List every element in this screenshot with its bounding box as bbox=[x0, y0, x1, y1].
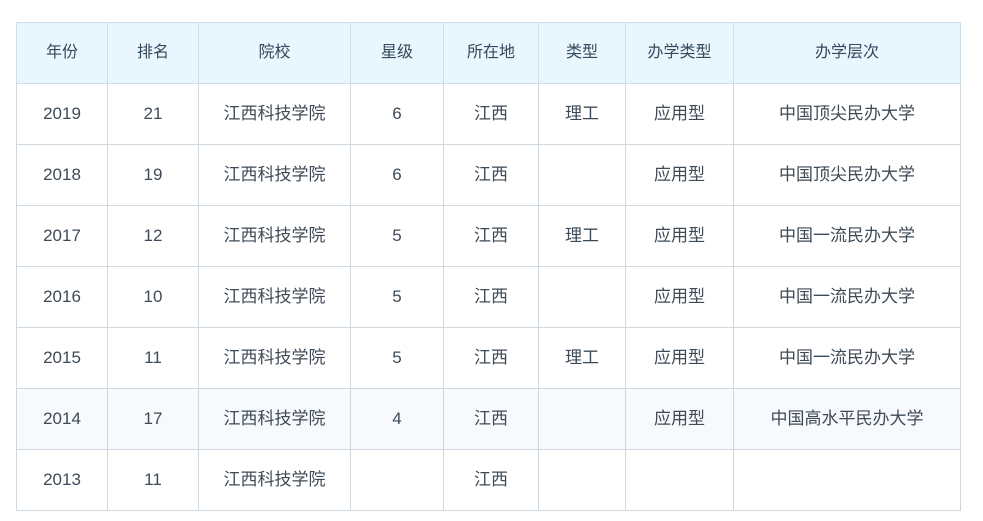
cell-rank: 21 bbox=[107, 83, 199, 145]
cell-year: 2017 bbox=[16, 205, 108, 267]
cell-location: 江西 bbox=[443, 388, 539, 450]
cell-location: 江西 bbox=[443, 205, 539, 267]
cell-run-level: 中国高水平民办大学 bbox=[733, 388, 961, 450]
cell-school: 江西科技学院 bbox=[198, 388, 351, 450]
cell-run-type bbox=[625, 449, 734, 511]
cell-location: 江西 bbox=[443, 449, 539, 511]
ranking-table-container: 年份 排名 院校 星级 所在地 类型 办学类型 办学层次 2019 21 江西科… bbox=[16, 22, 961, 511]
cell-rank: 12 bbox=[107, 205, 199, 267]
cell-run-level: 中国顶尖民办大学 bbox=[733, 144, 961, 206]
column-header-school[interactable]: 院校 bbox=[198, 22, 351, 84]
column-header-location[interactable]: 所在地 bbox=[443, 22, 539, 84]
cell-type bbox=[538, 388, 626, 450]
cell-run-level: 中国一流民办大学 bbox=[733, 205, 961, 267]
column-header-run-level[interactable]: 办学层次 bbox=[733, 22, 961, 84]
cell-year: 2013 bbox=[16, 449, 108, 511]
table-header-row: 年份 排名 院校 星级 所在地 类型 办学类型 办学层次 bbox=[16, 22, 961, 84]
column-header-year[interactable]: 年份 bbox=[16, 22, 108, 84]
cell-run-type: 应用型 bbox=[625, 327, 734, 389]
cell-star: 5 bbox=[350, 266, 444, 328]
cell-rank: 11 bbox=[107, 327, 199, 389]
table-row: 2015 11 江西科技学院 5 江西 理工 应用型 中国一流民办大学 bbox=[16, 327, 961, 389]
cell-star: 5 bbox=[350, 327, 444, 389]
cell-location: 江西 bbox=[443, 266, 539, 328]
cell-rank: 11 bbox=[107, 449, 199, 511]
cell-star bbox=[350, 449, 444, 511]
table-body: 2019 21 江西科技学院 6 江西 理工 应用型 中国顶尖民办大学 2018… bbox=[16, 83, 961, 511]
cell-star: 5 bbox=[350, 205, 444, 267]
cell-rank: 10 bbox=[107, 266, 199, 328]
ranking-table: 年份 排名 院校 星级 所在地 类型 办学类型 办学层次 2019 21 江西科… bbox=[16, 22, 961, 511]
table-header: 年份 排名 院校 星级 所在地 类型 办学类型 办学层次 bbox=[16, 22, 961, 84]
column-header-rank[interactable]: 排名 bbox=[107, 22, 199, 84]
column-header-type[interactable]: 类型 bbox=[538, 22, 626, 84]
cell-star: 6 bbox=[350, 83, 444, 145]
cell-school: 江西科技学院 bbox=[198, 144, 351, 206]
cell-run-type: 应用型 bbox=[625, 266, 734, 328]
cell-school: 江西科技学院 bbox=[198, 449, 351, 511]
table-row: 2018 19 江西科技学院 6 江西 应用型 中国顶尖民办大学 bbox=[16, 144, 961, 206]
cell-rank: 17 bbox=[107, 388, 199, 450]
table-row: 2016 10 江西科技学院 5 江西 应用型 中国一流民办大学 bbox=[16, 266, 961, 328]
cell-type bbox=[538, 144, 626, 206]
cell-location: 江西 bbox=[443, 83, 539, 145]
table-row: 2014 17 江西科技学院 4 江西 应用型 中国高水平民办大学 bbox=[16, 388, 961, 450]
cell-year: 2015 bbox=[16, 327, 108, 389]
cell-type: 理工 bbox=[538, 83, 626, 145]
cell-year: 2018 bbox=[16, 144, 108, 206]
cell-location: 江西 bbox=[443, 327, 539, 389]
cell-school: 江西科技学院 bbox=[198, 83, 351, 145]
table-row: 2019 21 江西科技学院 6 江西 理工 应用型 中国顶尖民办大学 bbox=[16, 83, 961, 145]
cell-school: 江西科技学院 bbox=[198, 327, 351, 389]
cell-run-level: 中国一流民办大学 bbox=[733, 266, 961, 328]
cell-year: 2014 bbox=[16, 388, 108, 450]
cell-type: 理工 bbox=[538, 327, 626, 389]
cell-type bbox=[538, 449, 626, 511]
cell-school: 江西科技学院 bbox=[198, 205, 351, 267]
cell-school: 江西科技学院 bbox=[198, 266, 351, 328]
cell-star: 6 bbox=[350, 144, 444, 206]
cell-year: 2016 bbox=[16, 266, 108, 328]
cell-run-level: 中国顶尖民办大学 bbox=[733, 83, 961, 145]
table-row: 2017 12 江西科技学院 5 江西 理工 应用型 中国一流民办大学 bbox=[16, 205, 961, 267]
cell-star: 4 bbox=[350, 388, 444, 450]
cell-rank: 19 bbox=[107, 144, 199, 206]
cell-run-type: 应用型 bbox=[625, 144, 734, 206]
cell-run-level bbox=[733, 449, 961, 511]
cell-run-level: 中国一流民办大学 bbox=[733, 327, 961, 389]
cell-type: 理工 bbox=[538, 205, 626, 267]
cell-run-type: 应用型 bbox=[625, 205, 734, 267]
column-header-run-type[interactable]: 办学类型 bbox=[625, 22, 734, 84]
cell-run-type: 应用型 bbox=[625, 83, 734, 145]
cell-location: 江西 bbox=[443, 144, 539, 206]
column-header-star[interactable]: 星级 bbox=[350, 22, 444, 84]
cell-run-type: 应用型 bbox=[625, 388, 734, 450]
cell-year: 2019 bbox=[16, 83, 108, 145]
cell-type bbox=[538, 266, 626, 328]
table-row: 2013 11 江西科技学院 江西 bbox=[16, 449, 961, 511]
